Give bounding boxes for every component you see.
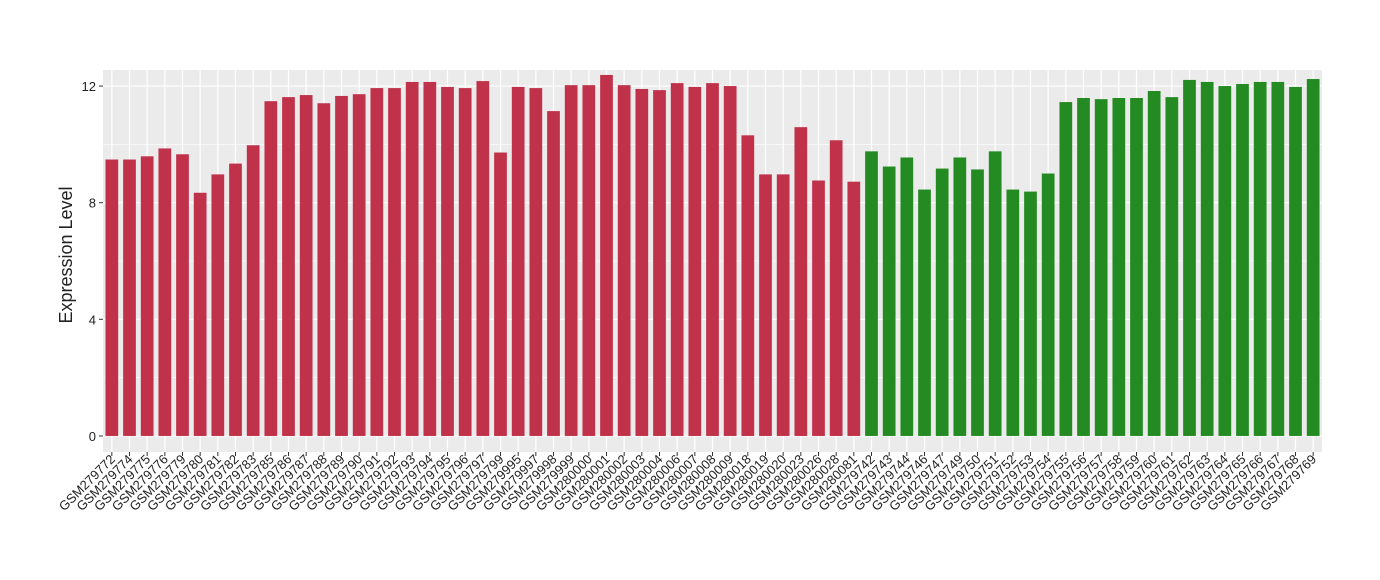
bar xyxy=(918,189,931,436)
y-tick-label: 4 xyxy=(89,312,96,327)
bar xyxy=(1165,97,1179,436)
y-tick-label: 8 xyxy=(89,196,96,211)
bar xyxy=(511,86,525,436)
bar xyxy=(1041,173,1055,436)
bar xyxy=(1094,99,1108,436)
bar xyxy=(1218,86,1232,436)
bar xyxy=(476,81,490,436)
bar xyxy=(988,151,1002,436)
bar xyxy=(582,85,596,436)
bar xyxy=(246,145,260,436)
bar xyxy=(617,85,631,436)
bar xyxy=(176,154,189,436)
bar xyxy=(547,111,560,436)
bar xyxy=(140,156,154,436)
bar xyxy=(829,140,843,436)
bar xyxy=(706,83,719,436)
bar xyxy=(264,101,278,436)
bar xyxy=(1253,81,1267,436)
bar xyxy=(1289,86,1302,436)
bar xyxy=(123,159,136,436)
bar xyxy=(1130,97,1143,436)
bar xyxy=(1059,102,1073,436)
bar xyxy=(370,88,384,436)
bar xyxy=(1271,81,1285,436)
bar xyxy=(423,81,437,436)
bar xyxy=(600,74,613,436)
bar xyxy=(105,159,119,436)
bar xyxy=(494,152,507,436)
bar xyxy=(1112,97,1126,436)
bar xyxy=(158,148,172,436)
bar xyxy=(229,163,242,436)
bar xyxy=(1024,191,1037,436)
bar xyxy=(1200,81,1214,436)
bar xyxy=(776,174,790,436)
bar xyxy=(388,88,401,436)
bar xyxy=(688,86,702,436)
bar xyxy=(352,94,366,436)
bar xyxy=(299,95,313,436)
bar xyxy=(405,81,419,436)
bar xyxy=(847,181,861,436)
bar xyxy=(935,168,949,436)
bar xyxy=(1306,79,1320,436)
bar xyxy=(1006,189,1020,436)
y-axis-label: Expression Level xyxy=(56,186,76,323)
bar xyxy=(529,88,543,436)
y-tick-label: 0 xyxy=(89,429,96,444)
bar xyxy=(812,180,825,436)
bar xyxy=(635,88,649,436)
bar xyxy=(1147,90,1161,436)
bar xyxy=(865,151,878,436)
bar xyxy=(335,95,348,436)
bar xyxy=(741,135,755,436)
bar xyxy=(971,169,984,436)
bar xyxy=(723,86,737,436)
bar xyxy=(564,85,578,436)
bar xyxy=(1183,79,1196,436)
y-tick-label: 12 xyxy=(82,79,96,94)
bar xyxy=(211,174,225,436)
bar xyxy=(953,157,967,436)
bar xyxy=(317,103,331,436)
bar xyxy=(653,90,666,436)
bar xyxy=(1077,97,1090,436)
bar xyxy=(794,127,808,436)
bar xyxy=(1236,83,1249,436)
bar xyxy=(670,83,684,436)
bar xyxy=(458,88,472,436)
bar xyxy=(882,166,896,436)
bar xyxy=(282,97,295,436)
bar xyxy=(759,174,772,436)
bar xyxy=(900,157,914,436)
bar xyxy=(441,86,454,436)
bar xyxy=(193,192,207,436)
